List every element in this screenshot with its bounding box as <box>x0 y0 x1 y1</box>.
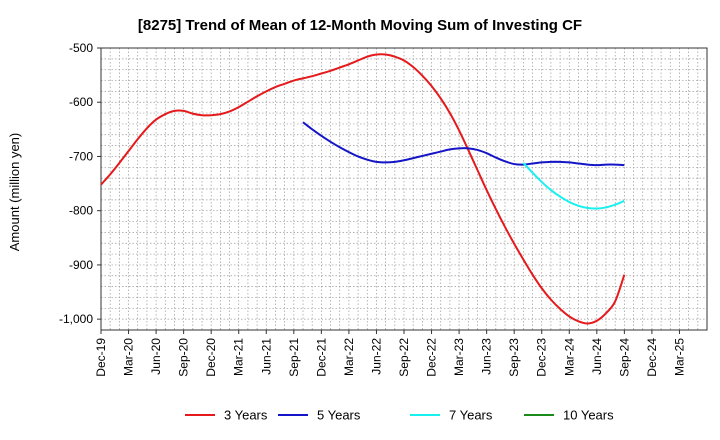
x-tick-label: Sep-24 <box>617 338 631 377</box>
y-tick-label: -900 <box>69 258 93 272</box>
x-tick-label: Dec-21 <box>314 338 328 377</box>
x-tick-label: Mar-24 <box>562 338 576 376</box>
x-tick-label: Sep-20 <box>177 338 191 377</box>
x-tick-label: Mar-22 <box>342 338 356 376</box>
x-tick-label: Sep-22 <box>397 338 411 377</box>
x-tick-label: Dec-22 <box>425 338 439 377</box>
y-tick-label: -800 <box>69 204 93 218</box>
x-tick-label: Sep-23 <box>507 338 521 377</box>
legend-label-7-years: 7 Years <box>449 408 493 423</box>
y-axis-ticks: -500 -600 -700 -800 -900 -1,000 <box>59 41 101 326</box>
x-tick-label: Jun-22 <box>369 338 383 375</box>
x-tick-label: Dec-24 <box>645 338 659 377</box>
series-line-7-years <box>522 162 625 210</box>
x-tick-label: Jun-24 <box>590 338 604 375</box>
series-lines <box>100 53 626 325</box>
legend: 3 Years 5 Years 7 Years 10 Years <box>185 408 614 423</box>
y-axis-label: Amount (million yen) <box>7 133 22 252</box>
x-tick-label: Mar-21 <box>232 338 246 376</box>
legend-label-10-years: 10 Years <box>563 408 614 423</box>
series-line-5-years <box>302 121 625 167</box>
y-tick-label: -1,000 <box>59 312 93 326</box>
legend-label-5-years: 5 Years <box>317 408 361 423</box>
y-tick-label: -700 <box>69 149 93 163</box>
y-tick-label: -600 <box>69 95 93 109</box>
x-tick-label: Dec-19 <box>94 338 108 377</box>
x-tick-label: Mar-20 <box>122 338 136 376</box>
x-tick-label: Dec-20 <box>204 338 218 377</box>
x-axis-ticks: Dec-19 Mar-20 Jun-20 Sep-20 Dec-20 Mar-21 Jun-… <box>94 330 686 377</box>
x-tick-label: Mar-25 <box>672 338 686 376</box>
x-tick-label: Dec-23 <box>535 338 549 377</box>
x-tick-label: Mar-23 <box>452 338 466 376</box>
y-tick-label: -500 <box>69 41 93 55</box>
grid-lines <box>100 47 708 331</box>
chart-title: [8275] Trend of Mean of 12-Month Moving … <box>138 17 582 34</box>
series-line-3-years <box>100 53 626 325</box>
legend-label-3-years: 3 Years <box>224 408 268 423</box>
x-tick-label: Jun-21 <box>259 338 273 375</box>
x-tick-label: Jun-20 <box>149 338 163 375</box>
x-tick-label: Sep-21 <box>287 338 301 377</box>
x-tick-label: Jun-23 <box>480 338 494 375</box>
